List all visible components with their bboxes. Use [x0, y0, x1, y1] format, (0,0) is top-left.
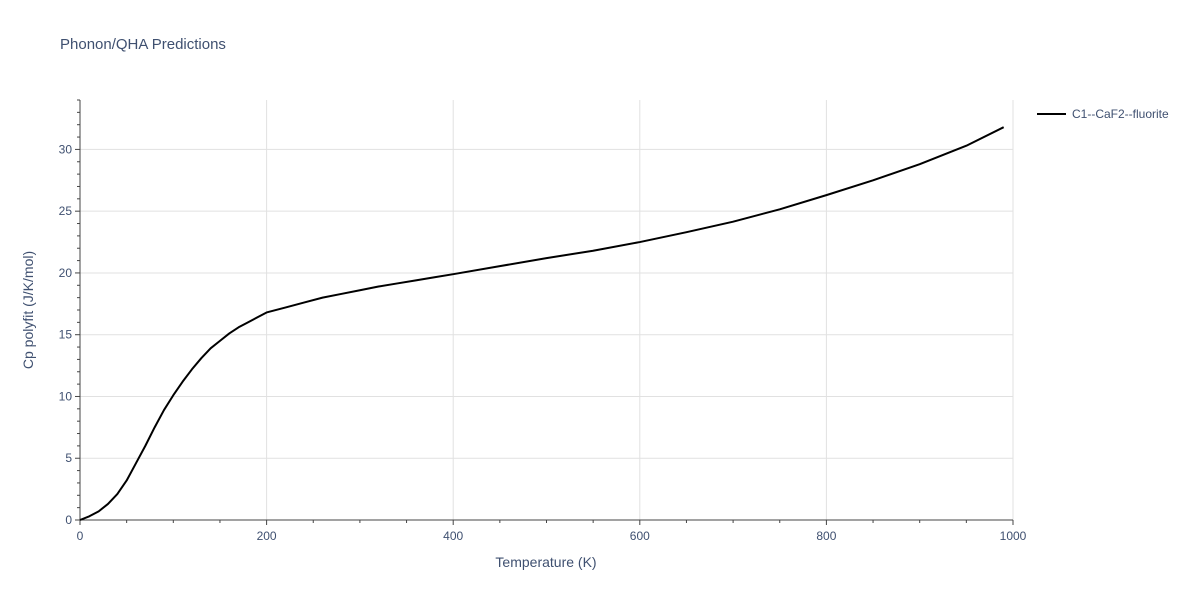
- y-tick-label: 15: [59, 328, 73, 342]
- x-tick-label: 1000: [1000, 529, 1027, 543]
- x-axis-title: Temperature (K): [495, 554, 597, 570]
- y-tick-label: 20: [59, 266, 73, 280]
- axes: 0 200 400 600 800 1000 0 5 10 15 20 25 30: [59, 99, 1027, 543]
- legend-label: C1--CaF2--fluorite: [1072, 107, 1169, 121]
- x-tick-label: 200: [257, 529, 277, 543]
- x-tick-label: 400: [443, 529, 463, 543]
- x-tick-label: 0: [77, 529, 84, 543]
- series-line: [79, 126, 1005, 521]
- y-tick-label: 5: [65, 451, 72, 465]
- y-tick-label: 10: [59, 389, 73, 403]
- y-tick-label: 0: [65, 513, 72, 527]
- chart-title: Phonon/QHA Predictions: [60, 36, 226, 53]
- grid-lines: [80, 100, 1014, 520]
- x-tick-label: 600: [630, 529, 650, 543]
- y-tick-label: 25: [59, 204, 73, 218]
- legend[interactable]: C1--CaF2--fluorite: [1037, 107, 1169, 121]
- x-tick-label: 800: [816, 529, 836, 543]
- series-layer: [79, 126, 1005, 521]
- y-tick-label: 30: [59, 142, 73, 156]
